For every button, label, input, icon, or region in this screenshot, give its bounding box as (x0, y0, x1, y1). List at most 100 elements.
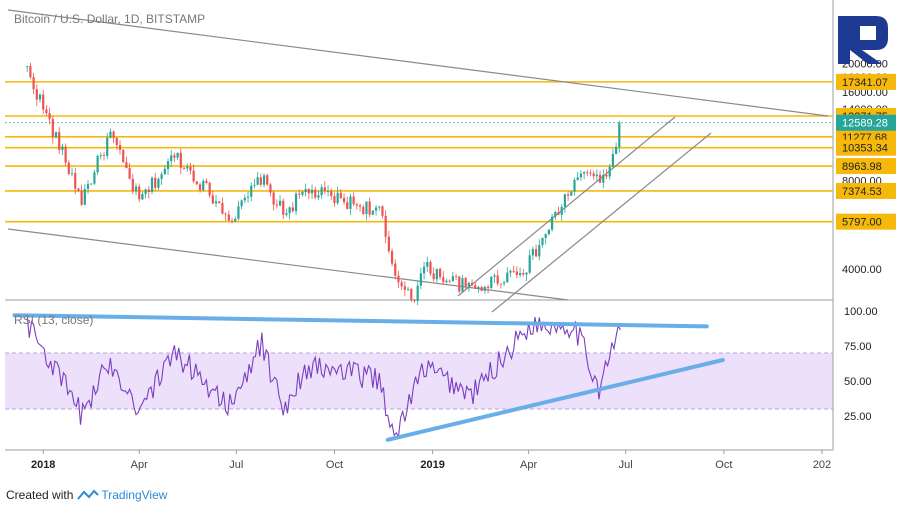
candle (102, 155, 106, 156)
candle (390, 251, 394, 264)
candle (595, 174, 598, 177)
candle (205, 180, 208, 183)
candle (531, 249, 534, 256)
candle (458, 276, 461, 292)
candle (246, 196, 250, 198)
candle (275, 204, 278, 206)
candle (528, 255, 531, 273)
candle (115, 137, 118, 146)
time-tick-7: Oct (715, 459, 732, 471)
time-tick-4: 2019 (420, 459, 444, 471)
candle (326, 191, 330, 193)
candle (128, 168, 131, 179)
descending-channel-upper (7, 9, 829, 117)
candle (333, 196, 336, 204)
rsi-line (26, 315, 621, 439)
candle (483, 286, 486, 291)
candle (493, 275, 496, 277)
candle (317, 195, 320, 198)
candle (320, 187, 323, 196)
candle (413, 299, 416, 301)
candle (230, 220, 234, 222)
candle (266, 175, 269, 185)
candle (346, 202, 349, 209)
candle (138, 186, 141, 200)
time-tick-0: 2018 (31, 459, 55, 471)
candle (154, 177, 157, 188)
candle (214, 201, 218, 204)
candle (477, 286, 480, 289)
horizontal-levels (5, 81, 833, 223)
candle (541, 237, 544, 245)
rsi-tick-2: 75.00 (844, 341, 872, 353)
candle (554, 212, 557, 217)
candle (307, 189, 310, 194)
chart-title: Bitcoin / U.S. Dollar, 1D, BITSTAMP (14, 12, 205, 26)
level-tag-0 (836, 73, 896, 90)
rsi-title: RSI (13, close) (14, 313, 93, 327)
candle (499, 283, 502, 285)
candle (544, 234, 547, 238)
candle (58, 132, 61, 150)
candle (365, 201, 368, 214)
candle (387, 236, 390, 252)
candle (486, 286, 490, 289)
candle (118, 145, 122, 150)
candle (464, 278, 467, 287)
candle (611, 153, 614, 167)
rsi-trendlines (12, 313, 725, 442)
candle (74, 173, 77, 189)
brand-logo (838, 16, 888, 64)
price-tick-0: 4000.00 (842, 264, 882, 276)
candle (509, 270, 512, 273)
candle (38, 94, 42, 100)
candle (285, 213, 288, 215)
candle (538, 244, 541, 257)
current-price-label: 12589.28 (842, 118, 888, 130)
candle (86, 184, 90, 189)
candle (186, 166, 189, 169)
candle (122, 149, 125, 163)
candle (467, 282, 470, 287)
candle (525, 272, 528, 275)
candle (262, 175, 266, 185)
candle (208, 182, 211, 196)
candle (438, 268, 442, 278)
time-tick-8: 202 (813, 459, 831, 471)
candle (573, 179, 576, 192)
candle (26, 66, 29, 67)
candle (512, 270, 515, 272)
candle (195, 181, 198, 185)
candle (342, 197, 346, 203)
time-axis-ticks: 2018 Apr Jul Oct 2019 Apr Jul Oct 202 (31, 450, 831, 471)
candle (518, 273, 522, 276)
candle (301, 191, 304, 195)
footer: Created with TradingView (6, 486, 167, 504)
footer-brand[interactable]: TradingView (101, 488, 168, 502)
candle (448, 280, 451, 282)
candle (163, 168, 166, 175)
candle (474, 285, 477, 289)
candle (256, 177, 259, 185)
price-tick-3: 16000.00 (842, 87, 888, 99)
time-tick-2: Jul (229, 459, 243, 471)
candle (176, 152, 179, 158)
candle (570, 191, 573, 196)
candle (445, 280, 448, 283)
candle (99, 155, 102, 156)
candle (352, 196, 355, 205)
candle (378, 206, 381, 208)
candle (368, 201, 371, 215)
candle (416, 285, 419, 301)
level-label-6: 5797.00 (842, 217, 882, 229)
candle (144, 189, 147, 194)
candle (189, 166, 192, 171)
candle (134, 186, 138, 192)
candle (150, 177, 154, 193)
rsi-lower-trendline (385, 358, 725, 442)
candle (192, 170, 195, 182)
candle (563, 194, 566, 207)
level-tag-6 (836, 213, 896, 230)
candle (406, 288, 410, 290)
candle (349, 196, 352, 209)
